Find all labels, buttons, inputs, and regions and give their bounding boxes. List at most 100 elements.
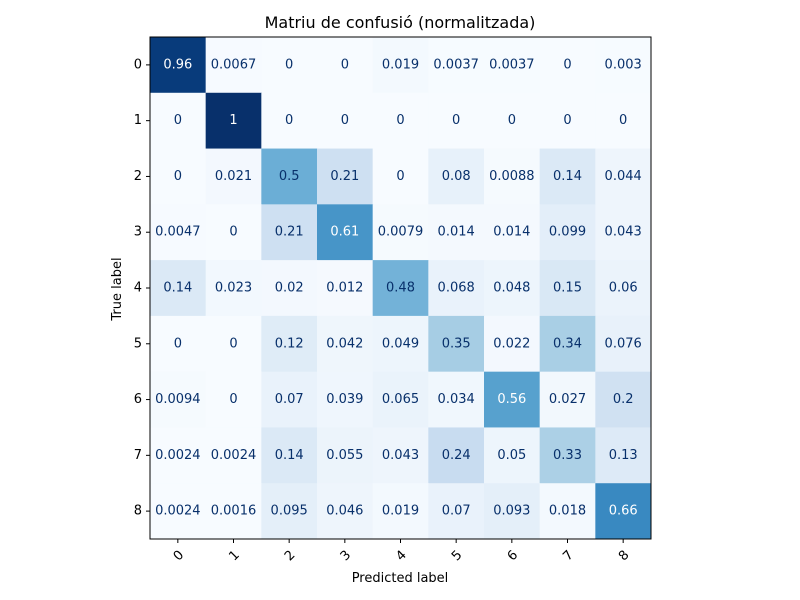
cell-value-label-r6-c5: 0.034 — [438, 392, 475, 407]
cell-value-label-r7-c4: 0.043 — [382, 448, 419, 463]
heatmap-cell-r2-c4 — [372, 148, 429, 205]
heatmap-cell-r4-c2 — [261, 260, 318, 317]
heatmap-cell-r2-c1 — [205, 148, 262, 205]
cell-value-label-r2-c5: 0.08 — [442, 169, 471, 184]
heatmap-cell-r8-c6 — [484, 483, 541, 540]
heatmap-cell-r5-c7 — [539, 315, 596, 373]
cell-value-label-r5-c4: 0.049 — [382, 336, 419, 351]
heatmap-cell-r3-c3 — [317, 204, 374, 261]
heatmap-cell-r6-c5 — [428, 371, 485, 428]
x-tick-label-6: 6 — [505, 548, 521, 564]
x-tick-label-0: 0 — [171, 548, 187, 564]
heatmap-cell-r5-c5 — [428, 315, 485, 373]
cell-value-label-r2-c0: 0 — [174, 169, 182, 184]
cell-value-label-r1-c1: 1 — [229, 113, 237, 128]
cell-value-label-r4-c0: 0.14 — [163, 281, 192, 296]
cell-value-label-r8-c7: 0.018 — [549, 504, 586, 519]
heatmap-cell-r1-c3 — [317, 92, 374, 150]
heatmap-cell-r0-c4 — [372, 37, 429, 94]
heatmap-cell-r1-c6 — [484, 92, 541, 150]
heatmap-cell-r7-c2 — [261, 427, 318, 484]
heatmap-cell-r6-c4 — [372, 371, 429, 428]
cell-value-label-r4-c1: 0.023 — [215, 281, 252, 296]
cell-value-label-r3-c5: 0.014 — [438, 225, 475, 240]
heatmap-cell-r4-c8 — [595, 260, 652, 317]
heatmap-cell-r7-c5 — [428, 427, 485, 484]
cell-value-label-r0-c3: 0 — [341, 57, 349, 72]
cell-value-label-r5-c1: 0 — [229, 336, 237, 351]
cell-value-label-r0-c5: 0.0037 — [433, 57, 479, 72]
heatmap-cell-r4-c0 — [150, 260, 207, 317]
y-tick-label-5: 5 — [134, 336, 142, 351]
cell-value-label-r5-c3: 0.042 — [326, 336, 363, 351]
heatmap-cell-r7-c7 — [539, 427, 596, 484]
heatmap-cell-r8-c2 — [261, 483, 318, 540]
x-tick-label-4: 4 — [393, 548, 409, 564]
cell-value-label-r1-c6: 0 — [508, 113, 516, 128]
heatmap-cell-r5-c8 — [595, 315, 652, 373]
heatmap-cell-r6-c1 — [205, 371, 262, 428]
cell-value-label-r1-c3: 0 — [341, 113, 349, 128]
cell-value-label-r2-c4: 0 — [396, 169, 404, 184]
cell-value-label-r0-c6: 0.0037 — [489, 57, 535, 72]
y-tick-label-7: 7 — [134, 448, 142, 463]
heatmap-cell-r1-c4 — [372, 92, 429, 150]
heatmap-cell-r1-c1 — [205, 92, 262, 150]
x-tick-label-3: 3 — [338, 548, 354, 564]
cell-value-label-r6-c6: 0.56 — [497, 392, 526, 407]
cell-value-label-r3-c8: 0.043 — [605, 225, 642, 240]
heatmap-cell-r7-c1 — [205, 427, 262, 484]
cell-value-label-r7-c7: 0.33 — [553, 448, 582, 463]
x-tick-label-8: 8 — [616, 548, 632, 564]
heatmap-cell-r7-c6 — [484, 427, 541, 484]
heatmap-cell-r6-c2 — [261, 371, 318, 428]
heatmap-cell-r3-c5 — [428, 204, 485, 261]
heatmap-cell-r2-c2 — [261, 148, 318, 205]
cell-value-label-r5-c8: 0.076 — [605, 336, 642, 351]
heatmap-cell-r8-c3 — [317, 483, 374, 540]
y-tick-label-1: 1 — [134, 113, 142, 128]
heatmap-cell-r8-c4 — [372, 483, 429, 540]
cell-value-label-r3-c7: 0.099 — [549, 225, 586, 240]
cell-value-label-r1-c8: 0 — [619, 113, 627, 128]
heatmap-cell-r1-c0 — [150, 92, 207, 150]
cell-value-label-r6-c7: 0.027 — [549, 392, 586, 407]
heatmap-cell-r3-c1 — [205, 204, 262, 261]
cell-value-label-r2-c7: 0.14 — [553, 169, 582, 184]
cell-value-label-r4-c2: 0.02 — [275, 281, 304, 296]
cell-value-label-r0-c2: 0 — [285, 57, 293, 72]
cell-value-label-r8-c1: 0.0016 — [211, 504, 257, 519]
heatmap-cell-r2-c0 — [150, 148, 207, 205]
heatmap-cell-r7-c3 — [317, 427, 374, 484]
cell-value-label-r0-c7: 0 — [563, 57, 571, 72]
heatmap-cell-r4-c7 — [539, 260, 596, 317]
cell-value-label-r1-c0: 0 — [174, 113, 182, 128]
cell-value-label-r4-c4: 0.48 — [386, 281, 415, 296]
heatmap-cell-r4-c1 — [205, 260, 262, 317]
heatmap-cell-r8-c1 — [205, 483, 262, 540]
heatmap-cell-r5-c2 — [261, 315, 318, 373]
x-tick-label-5: 5 — [449, 548, 465, 564]
heatmap-cell-r7-c8 — [595, 427, 652, 484]
heatmap-cell-r1-c8 — [595, 92, 652, 150]
cell-value-label-r8-c4: 0.019 — [382, 504, 419, 519]
cell-value-label-r1-c4: 0 — [396, 113, 404, 128]
cell-value-label-r7-c0: 0.0024 — [155, 448, 201, 463]
heatmap-cell-r1-c5 — [428, 92, 485, 150]
heatmap-cell-r0-c6 — [484, 37, 541, 94]
cell-value-label-r2-c8: 0.044 — [605, 169, 642, 184]
heatmap-cell-r7-c4 — [372, 427, 429, 484]
heatmap-cells — [150, 37, 652, 540]
heatmap-cell-r3-c7 — [539, 204, 596, 261]
heatmap-cell-r0-c5 — [428, 37, 485, 94]
heatmap-cell-r6-c0 — [150, 371, 207, 428]
cell-value-label-r7-c6: 0.05 — [497, 448, 526, 463]
heatmap-cell-r5-c3 — [317, 315, 374, 373]
heatmap-cell-r3-c6 — [484, 204, 541, 261]
cell-value-label-r5-c7: 0.34 — [553, 336, 582, 351]
heatmap-cell-r8-c0 — [150, 483, 207, 540]
heatmap-cell-r6-c7 — [539, 371, 596, 428]
cell-value-label-r6-c8: 0.2 — [613, 392, 634, 407]
cell-value-label-r2-c2: 0.5 — [279, 169, 300, 184]
